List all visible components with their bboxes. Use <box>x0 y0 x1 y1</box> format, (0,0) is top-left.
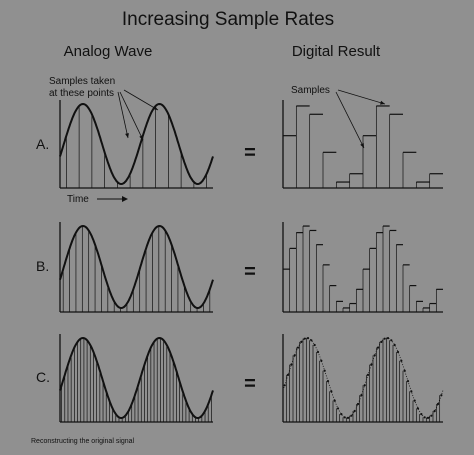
digital-panel-a <box>282 100 443 189</box>
row-a: A. = <box>36 100 443 189</box>
digital-sample-point <box>383 337 386 340</box>
digital-sample-point <box>426 416 430 419</box>
analog-panel-c <box>59 334 214 423</box>
pointer-arrow <box>337 89 386 105</box>
analog-wave-curve <box>59 224 214 310</box>
analog-wave-curve <box>59 336 214 420</box>
row-label-c: C. <box>36 369 50 385</box>
pointer-arrow-head <box>380 100 385 105</box>
row-c: C. = <box>36 334 444 423</box>
pointer-arrow <box>117 91 129 139</box>
equals-sign-c: = <box>244 373 256 395</box>
pointer-arrow-head <box>125 133 129 138</box>
digital-sample-point <box>360 394 363 397</box>
digital-sample-point <box>390 339 393 342</box>
digital-panel-c <box>282 334 444 423</box>
samples-pointer-arrows <box>335 89 386 149</box>
analog-panel-b <box>59 222 214 313</box>
caption: Reconstructing the original signal <box>31 438 135 445</box>
row-label-b: B. <box>36 258 49 274</box>
row-label-a: A. <box>36 136 49 152</box>
digital-reconstructed-curve <box>282 337 444 419</box>
equals-sign-a: = <box>244 142 256 164</box>
samples-taken-label-line2: at these points <box>49 88 114 99</box>
equals-sign-b: = <box>244 261 256 283</box>
pointer-arrow <box>119 91 144 141</box>
samples-taken-label-line1: Samples taken <box>49 76 115 87</box>
samples-taken-pointer-arrows <box>117 89 159 141</box>
analog-column-heading: Analog Wave <box>64 43 153 60</box>
samples-label: Samples <box>291 85 330 96</box>
row-b: B. = <box>36 222 443 313</box>
analog-panel-a <box>59 100 214 189</box>
digital-panel-b <box>282 222 443 313</box>
pointer-arrow <box>123 89 159 111</box>
digital-sample-point <box>330 390 333 393</box>
time-axis-label: Time <box>67 194 89 205</box>
digital-column-heading: Digital Result <box>292 43 381 60</box>
pointer-arrow <box>335 91 365 149</box>
time-arrow-icon <box>97 196 128 202</box>
diagram-title: Increasing Sample Rates <box>122 9 334 30</box>
analog-wave-curve <box>59 102 214 186</box>
